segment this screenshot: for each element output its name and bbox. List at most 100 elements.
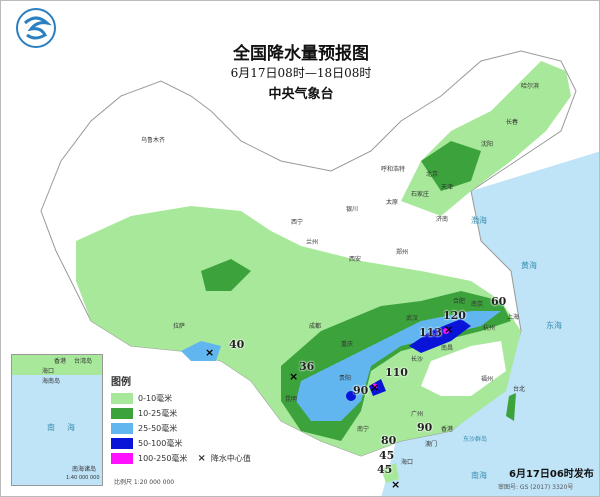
place-label: 成都 — [309, 323, 322, 330]
sea-label: 东沙群岛 — [463, 436, 488, 443]
inset-title: 南海诸岛 — [72, 466, 97, 473]
place-label: 澳门 — [425, 441, 438, 448]
place-label: 南京 — [471, 301, 484, 308]
legend-swatch — [111, 423, 133, 434]
place-label: 北京 — [426, 171, 439, 178]
rain-zone-50-100 — [346, 391, 356, 401]
legend-swatch — [111, 453, 133, 464]
place-label: 台北 — [513, 386, 526, 393]
legend-label: 降水中心值 — [210, 454, 251, 463]
review-number: 审图号: GS (2017) 3320号 — [498, 484, 574, 491]
place-label: 长春 — [506, 119, 519, 126]
rain-zone-100-250 — [443, 328, 449, 334]
no-rain-area — [421, 341, 506, 396]
map-scale: 比例尺 1:20 000 000 — [114, 479, 175, 486]
place-label: 兰州 — [306, 239, 319, 246]
rain-zone-0-10 — [76, 206, 521, 456]
rain-center-marker: × — [444, 323, 454, 336]
place-label: 武汉 — [406, 315, 419, 322]
rain-zone-10-25 — [201, 259, 251, 291]
taiwan-island — [506, 393, 516, 421]
place-label: 济南 — [436, 216, 449, 223]
legend-item: 50-100毫米 — [111, 436, 261, 451]
forecast-period: 6月17日08时—18日08时 — [230, 66, 372, 80]
agency-logo — [16, 8, 56, 48]
place-label: 沈阳 — [481, 141, 494, 148]
place-label: 天津 — [441, 184, 454, 191]
legend-label: 0-10毫米 — [138, 394, 173, 403]
legend-item: 25-50毫米 — [111, 421, 261, 436]
place-label: 南宁 — [357, 426, 370, 433]
precip-value: 36 — [299, 360, 315, 373]
precip-value: 120 — [443, 309, 466, 322]
legend-item: 0-10毫米 — [111, 391, 261, 406]
rain-center-marker: × — [205, 346, 215, 359]
rain-zone-50-100 — [409, 319, 471, 353]
place-label: 南昌 — [441, 345, 454, 352]
precip-value: 90 — [417, 421, 433, 434]
inset-sea-label: 海 — [67, 423, 75, 432]
legend-swatch — [111, 408, 133, 419]
place-label: 广州 — [411, 411, 424, 418]
inset-sea-label: 南 — [47, 423, 55, 432]
legend-label: 100-250毫米 — [138, 454, 188, 463]
place-label: 贵阳 — [339, 375, 352, 382]
inset-land — [12, 355, 102, 375]
place-label: 长沙 — [411, 356, 424, 363]
place-label: 合肥 — [453, 298, 466, 305]
precip-value: 90 — [353, 384, 369, 397]
legend-label: 10-25毫米 — [138, 409, 178, 418]
place-label: 上海 — [507, 314, 520, 321]
precip-value: 45 — [379, 449, 395, 462]
legend-swatch — [111, 393, 133, 404]
place-label: 重庆 — [341, 341, 354, 348]
place-label: 西安 — [349, 256, 362, 263]
precip-value: 110 — [385, 366, 408, 379]
place-label: 西宁 — [291, 219, 304, 226]
sea-label: 渤海 — [471, 216, 487, 225]
rain-zone-100-250 — [372, 383, 378, 389]
place-label: 海口 — [401, 459, 414, 466]
precip-value: 45 — [377, 463, 393, 476]
legend-swatch — [111, 438, 133, 449]
agency-name: 中央气象台 — [268, 87, 334, 102]
hainan-island — [381, 463, 399, 483]
place-label: 郑州 — [396, 249, 409, 256]
inset-place-label: 香港 — [54, 358, 67, 365]
legend-label: 25-50毫米 — [138, 424, 178, 433]
release-time: 6月17日06时发布 — [509, 469, 594, 480]
legend: 图例 0-10毫米 10-25毫米 25-50毫米 50-100毫米 100-2… — [111, 373, 261, 473]
place-label: 乌鲁木齐 — [141, 137, 166, 144]
precip-value: 80 — [381, 434, 397, 447]
precip-value: 40 — [229, 338, 245, 351]
precip-value: 60 — [491, 295, 507, 308]
legend-item: 100-250毫米 × 降水中心值 — [111, 451, 261, 466]
precip-value: 113 — [419, 326, 442, 339]
rain-center-marker: × — [370, 381, 380, 394]
rain-zone-25-50 — [181, 341, 221, 361]
place-label: 呼和浩特 — [381, 166, 406, 173]
sea-label: 南海 — [471, 471, 487, 480]
rain-center-marker: × — [391, 478, 401, 491]
sea-label: 东海 — [546, 321, 562, 330]
inset-place-label: 台湾岛 — [74, 358, 93, 365]
sea-area — [381, 151, 599, 496]
place-label: 香港 — [441, 426, 454, 433]
legend-label: 50-100毫米 — [138, 439, 183, 448]
inset-scale: 1:40 000 000 — [66, 475, 100, 481]
place-label: 拉萨 — [173, 323, 186, 330]
place-label: 哈尔滨 — [521, 83, 540, 90]
legend-item: 10-25毫米 — [111, 406, 261, 421]
place-label: 昆明 — [285, 396, 298, 403]
rain-center-marker: × — [289, 370, 299, 383]
place-label: 太原 — [386, 199, 399, 206]
inset-place-label: 海南岛 — [42, 378, 61, 385]
place-label: 石家庄 — [411, 191, 430, 198]
inset-place-label: 海口 — [42, 368, 55, 375]
sea-label: 黄海 — [521, 261, 537, 270]
place-label: 杭州 — [483, 325, 496, 332]
place-label: 银川 — [346, 206, 359, 213]
rain-center-icon: × — [197, 453, 206, 464]
